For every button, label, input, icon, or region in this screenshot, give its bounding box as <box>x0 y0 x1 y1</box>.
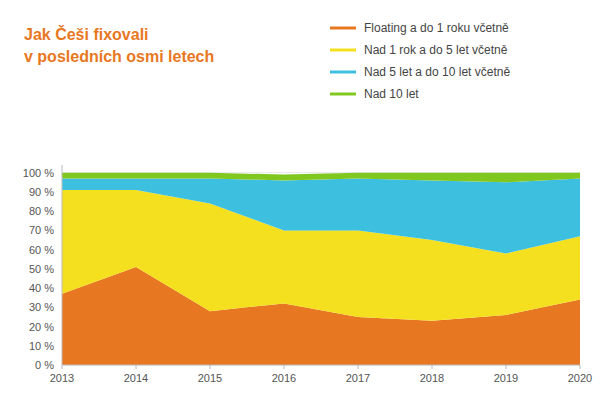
x-tick-label: 2013 <box>50 372 74 384</box>
areas <box>62 173 580 365</box>
x-tick-label: 2019 <box>494 372 518 384</box>
x-tick-label: 2020 <box>568 372 592 384</box>
legend-swatch <box>330 27 356 30</box>
x-tick <box>136 365 137 369</box>
x-tick-label: 2018 <box>420 372 444 384</box>
subtitle: v posledních osmi letech <box>24 48 214 65</box>
y-tick-label: 10 % <box>29 340 54 352</box>
title: Jak Češi fixovali <box>24 25 149 43</box>
legend-swatch <box>330 71 356 74</box>
area <box>62 178 580 253</box>
grid <box>62 173 580 365</box>
x-tick-label: 2015 <box>198 372 222 384</box>
legend-label: Nad 1 rok a do 5 let včetně <box>364 43 508 57</box>
y-tick-label: 40 % <box>29 282 54 294</box>
x-tick <box>506 365 507 369</box>
legend-label: Nad 10 let <box>364 87 419 101</box>
legend-swatch <box>330 93 356 96</box>
x-tick-label: 2014 <box>124 372 148 384</box>
x-tick <box>284 365 285 369</box>
y-tick-label: 80 % <box>29 205 54 217</box>
y-tick-label: 30 % <box>29 301 54 313</box>
x-tick <box>358 365 359 369</box>
grid-line <box>62 365 580 366</box>
y-tick-label: 50 % <box>29 263 54 275</box>
x-tick-label: 2017 <box>346 372 370 384</box>
y-tick-label: 70 % <box>29 224 54 236</box>
legend: Floating a do 1 roku včetně Nad 1 rok a d… <box>330 21 510 101</box>
x-tick-label: 2016 <box>272 372 296 384</box>
y-axis <box>62 165 63 365</box>
x-tick <box>580 365 581 369</box>
legend-label: Floating a do 1 roku včetně <box>364 21 509 35</box>
x-axis <box>62 365 580 366</box>
y-tick-label: 20 % <box>29 321 54 333</box>
x-tick <box>62 365 63 369</box>
legend-label: Nad 5 let a do 10 let včetně <box>364 65 510 79</box>
x-tick <box>432 365 433 369</box>
legend-swatch <box>330 49 356 52</box>
y-tick-label: 0 % <box>35 359 54 371</box>
chart: Jak Češi fixovali v posledních osmi letec… <box>0 0 600 405</box>
x-tick <box>210 365 211 369</box>
area <box>62 173 580 183</box>
y-tick-label: 100 % <box>23 167 54 179</box>
y-tick-label: 60 % <box>29 244 54 256</box>
y-tick-label: 90 % <box>29 186 54 198</box>
